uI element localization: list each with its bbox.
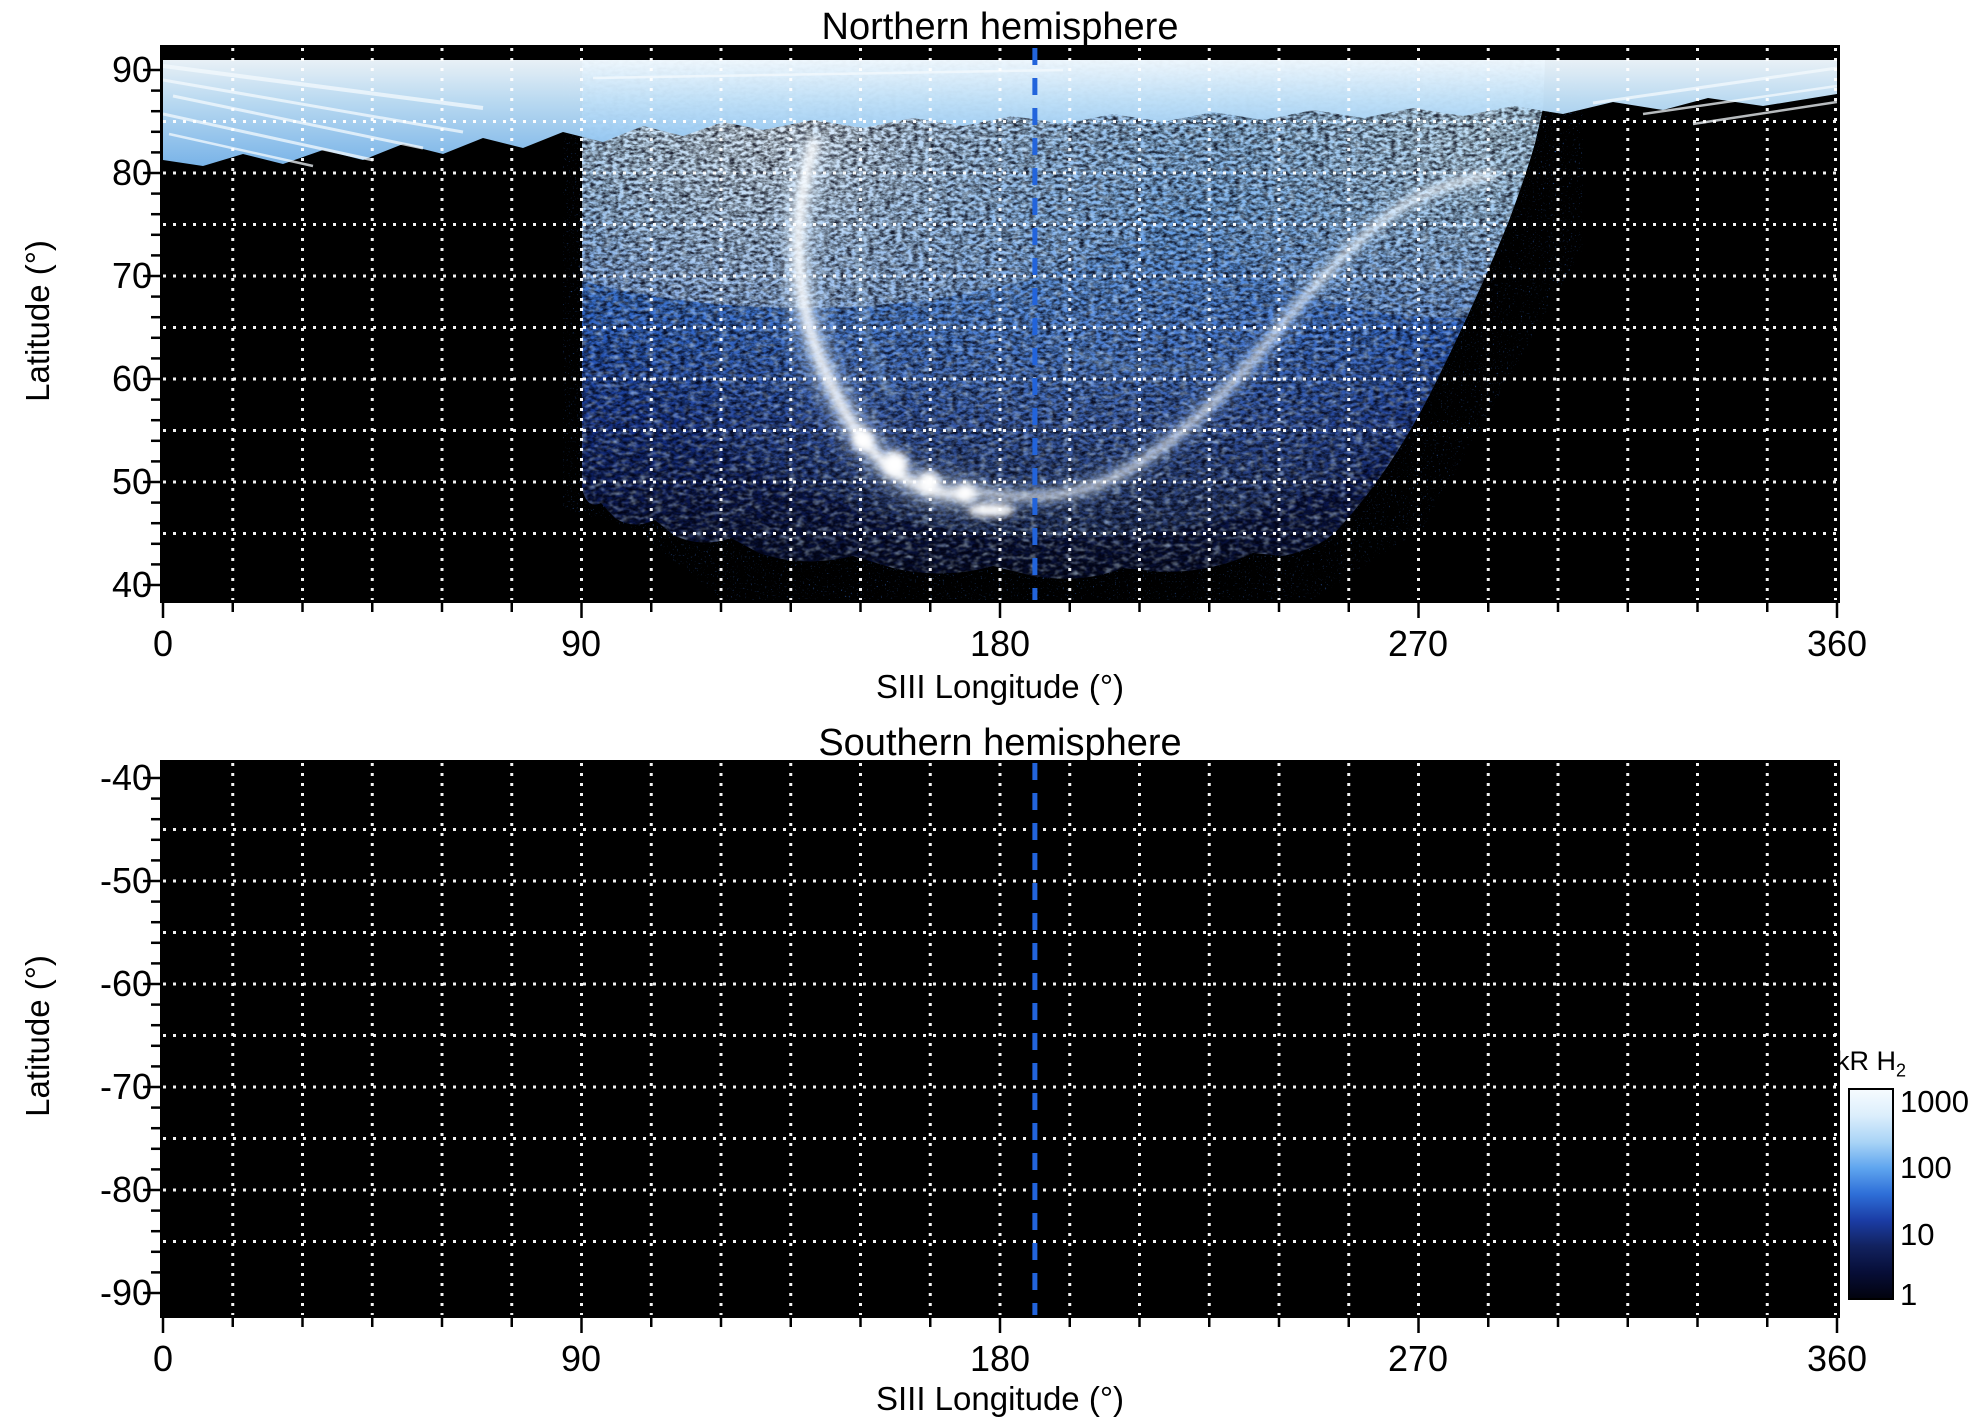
colorbar-tick-1: 1 <box>1900 1277 1918 1312</box>
north-gridlines <box>163 48 1837 600</box>
colorbar <box>1848 1088 1894 1300</box>
south-ylabel-wrap: Latitude (°) <box>0 955 138 1117</box>
south-xtick-90: 90 <box>560 1338 602 1379</box>
colorbar-title: kR H2 <box>1836 1046 1906 1081</box>
north-xtick-360: 360 <box>1806 623 1868 664</box>
south-title: Southern hemisphere <box>818 722 1182 764</box>
north-ytick-80: 80 <box>111 152 152 193</box>
colorbar-tick-10: 10 <box>1900 1217 1935 1252</box>
polar-band <box>163 58 1837 168</box>
band-streaks <box>163 64 1837 168</box>
south-ytick--80: -80 <box>99 1169 152 1210</box>
south-xtick-0: 0 <box>152 1338 174 1379</box>
colorbar-tick-1000: 1000 <box>1900 1084 1969 1119</box>
north-ytick-40: 40 <box>111 564 152 605</box>
south-gridlines <box>163 763 1837 1315</box>
north-xtick-0: 0 <box>152 623 174 664</box>
south-ytick--50: -50 <box>99 860 152 901</box>
colorbar-title-text: kR H <box>1836 1046 1896 1076</box>
south-xtick-270: 270 <box>1387 1338 1449 1379</box>
south-ytick--40: -40 <box>99 757 152 798</box>
aurora-emission-image <box>163 48 1837 600</box>
south-xtick-360: 360 <box>1806 1338 1868 1379</box>
south-xtick-180: 180 <box>969 1338 1031 1379</box>
north-ytick-70: 70 <box>111 255 152 296</box>
north-title: Northern hemisphere <box>821 6 1179 48</box>
north-xtick-90: 90 <box>560 623 602 664</box>
north-ytick-90: 90 <box>111 49 152 90</box>
south-xlabel: SIII Longitude (°) <box>876 1380 1124 1417</box>
auroral-oval-arc <box>783 135 1496 517</box>
north-ylabel-wrap: Latitude (°) <box>0 240 138 402</box>
south-ytick--70: -70 <box>99 1066 152 1107</box>
south-hemisphere-map <box>160 760 1840 1318</box>
south-ytick--60: -60 <box>99 963 152 1004</box>
north-xtick-180: 180 <box>969 623 1031 664</box>
colorbar-tick-100: 100 <box>1900 1150 1952 1185</box>
south-map-svg <box>163 763 1837 1315</box>
north-hemisphere-map <box>160 45 1840 603</box>
bright-emission-spots <box>852 429 1015 517</box>
north-ytick-50: 50 <box>111 461 152 502</box>
north-xlabel: SIII Longitude (°) <box>876 668 1124 705</box>
north-ytick-60: 60 <box>111 358 152 399</box>
north-xtick-270: 270 <box>1387 623 1449 664</box>
south-ytick--90: -90 <box>99 1272 152 1313</box>
colorbar-title-sub: 2 <box>1896 1060 1907 1081</box>
